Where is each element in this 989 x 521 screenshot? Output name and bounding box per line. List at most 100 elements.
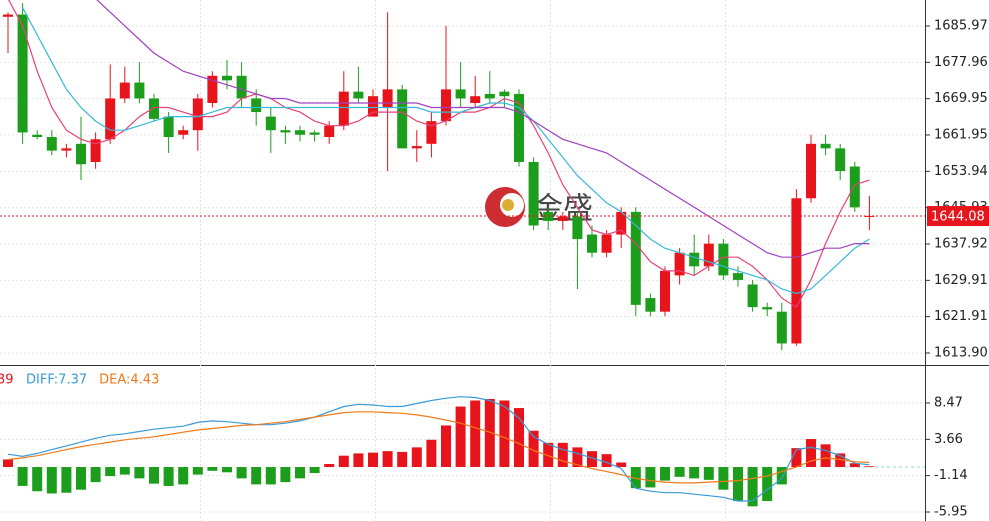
candle-body — [90, 139, 101, 162]
candle-body — [557, 216, 568, 221]
y-tick-label: 1685.97 — [934, 18, 988, 33]
candle-body — [762, 307, 773, 310]
macd-bar — [733, 467, 743, 502]
macd-bar — [616, 462, 627, 468]
indicator-line — [96, 0, 870, 258]
candle-body — [601, 234, 612, 253]
y-tick-label: 1613.90 — [934, 345, 988, 360]
candle-body — [470, 96, 481, 103]
macd-bar — [762, 467, 773, 502]
candle-body — [236, 75, 247, 99]
legend-prefix: 39 — [0, 373, 14, 388]
macd-bar — [601, 454, 612, 468]
macd-bar — [368, 452, 378, 468]
macd-bar — [514, 408, 524, 468]
macd-bar — [280, 467, 291, 483]
candle-body — [630, 211, 641, 305]
candle-body — [441, 89, 451, 122]
candle-body — [791, 198, 802, 344]
indicator-line — [22, 7, 870, 295]
macd-bar — [703, 467, 714, 480]
y-tick-label: 1677.96 — [934, 55, 988, 70]
candle-body — [163, 116, 174, 138]
macd-bar — [718, 467, 729, 490]
macd-bar — [3, 459, 13, 468]
y-tick-label: 1661.95 — [934, 127, 988, 142]
current-price-label: 1644.08 — [931, 210, 985, 225]
macd-bar — [484, 398, 495, 468]
macd-bar — [645, 467, 656, 488]
macd-bar — [46, 467, 57, 494]
macd-bar — [119, 467, 130, 475]
candle-body — [835, 148, 846, 172]
macd-bar — [251, 467, 262, 485]
macd-bar — [572, 447, 583, 468]
macd-bar — [630, 467, 641, 489]
candle-body — [17, 14, 28, 133]
macd-bar — [660, 467, 670, 481]
candle-body — [747, 284, 758, 308]
macd-bar — [455, 406, 466, 468]
y-tick-label: -5.95 — [934, 505, 968, 520]
macd-bar — [849, 463, 860, 468]
candle-body — [660, 270, 670, 312]
candle-body — [353, 91, 364, 99]
macd-bar — [324, 463, 335, 468]
macd-bar — [689, 467, 700, 479]
macd-bar — [236, 467, 247, 479]
legend-entry: DEA:4.43 — [99, 373, 159, 388]
macd-bar — [411, 447, 422, 468]
macd-bar — [149, 467, 159, 484]
macd-bar — [61, 467, 72, 493]
candle-body — [207, 75, 218, 103]
candle-body — [426, 121, 437, 144]
candle-body — [397, 89, 408, 149]
candle-body — [806, 143, 816, 199]
candle-body — [849, 166, 860, 208]
candle-body — [514, 93, 524, 162]
candle-body — [76, 143, 86, 165]
macd-bar — [528, 430, 539, 468]
y-tick-label: 1653.94 — [934, 164, 988, 179]
candle-body — [733, 273, 743, 280]
candle-body — [484, 93, 495, 99]
y-tick-label: 1669.95 — [934, 91, 988, 106]
macd-bar — [338, 455, 349, 468]
macd-bar — [557, 442, 568, 468]
y-tick-label: 8.47 — [934, 395, 963, 410]
candle-body — [703, 243, 714, 267]
macd-bar — [441, 425, 451, 468]
candle-body — [3, 14, 13, 17]
macd-bar — [499, 400, 510, 468]
macd-bar — [17, 467, 28, 486]
y-tick-label: 3.66 — [934, 432, 963, 447]
candle-body — [674, 252, 685, 276]
candle-body — [645, 298, 656, 312]
macd-bar — [587, 451, 597, 468]
candle-body — [455, 89, 466, 99]
macd-bar — [543, 442, 554, 468]
watermark-logo-dot — [502, 199, 514, 211]
candle-body — [222, 75, 232, 81]
candle-body — [324, 125, 335, 138]
candle-body — [134, 82, 145, 99]
candle-body — [61, 148, 72, 151]
macd-bar — [470, 400, 481, 468]
candle-body — [32, 134, 43, 138]
candle-body — [192, 98, 203, 131]
macd-bar — [90, 467, 101, 483]
macd-bar — [207, 467, 218, 471]
candle-body — [119, 82, 130, 99]
macd-bar — [295, 467, 305, 479]
candle-body — [382, 89, 393, 108]
macd-bar — [806, 439, 816, 468]
candle-body — [251, 98, 262, 113]
indicator-line — [7, 411, 870, 484]
macd-bar — [134, 467, 145, 479]
candle-body — [616, 211, 627, 235]
macd-bar — [791, 448, 802, 468]
candle-body — [338, 91, 349, 126]
candle-body — [776, 311, 787, 344]
macd-bar — [776, 467, 787, 485]
